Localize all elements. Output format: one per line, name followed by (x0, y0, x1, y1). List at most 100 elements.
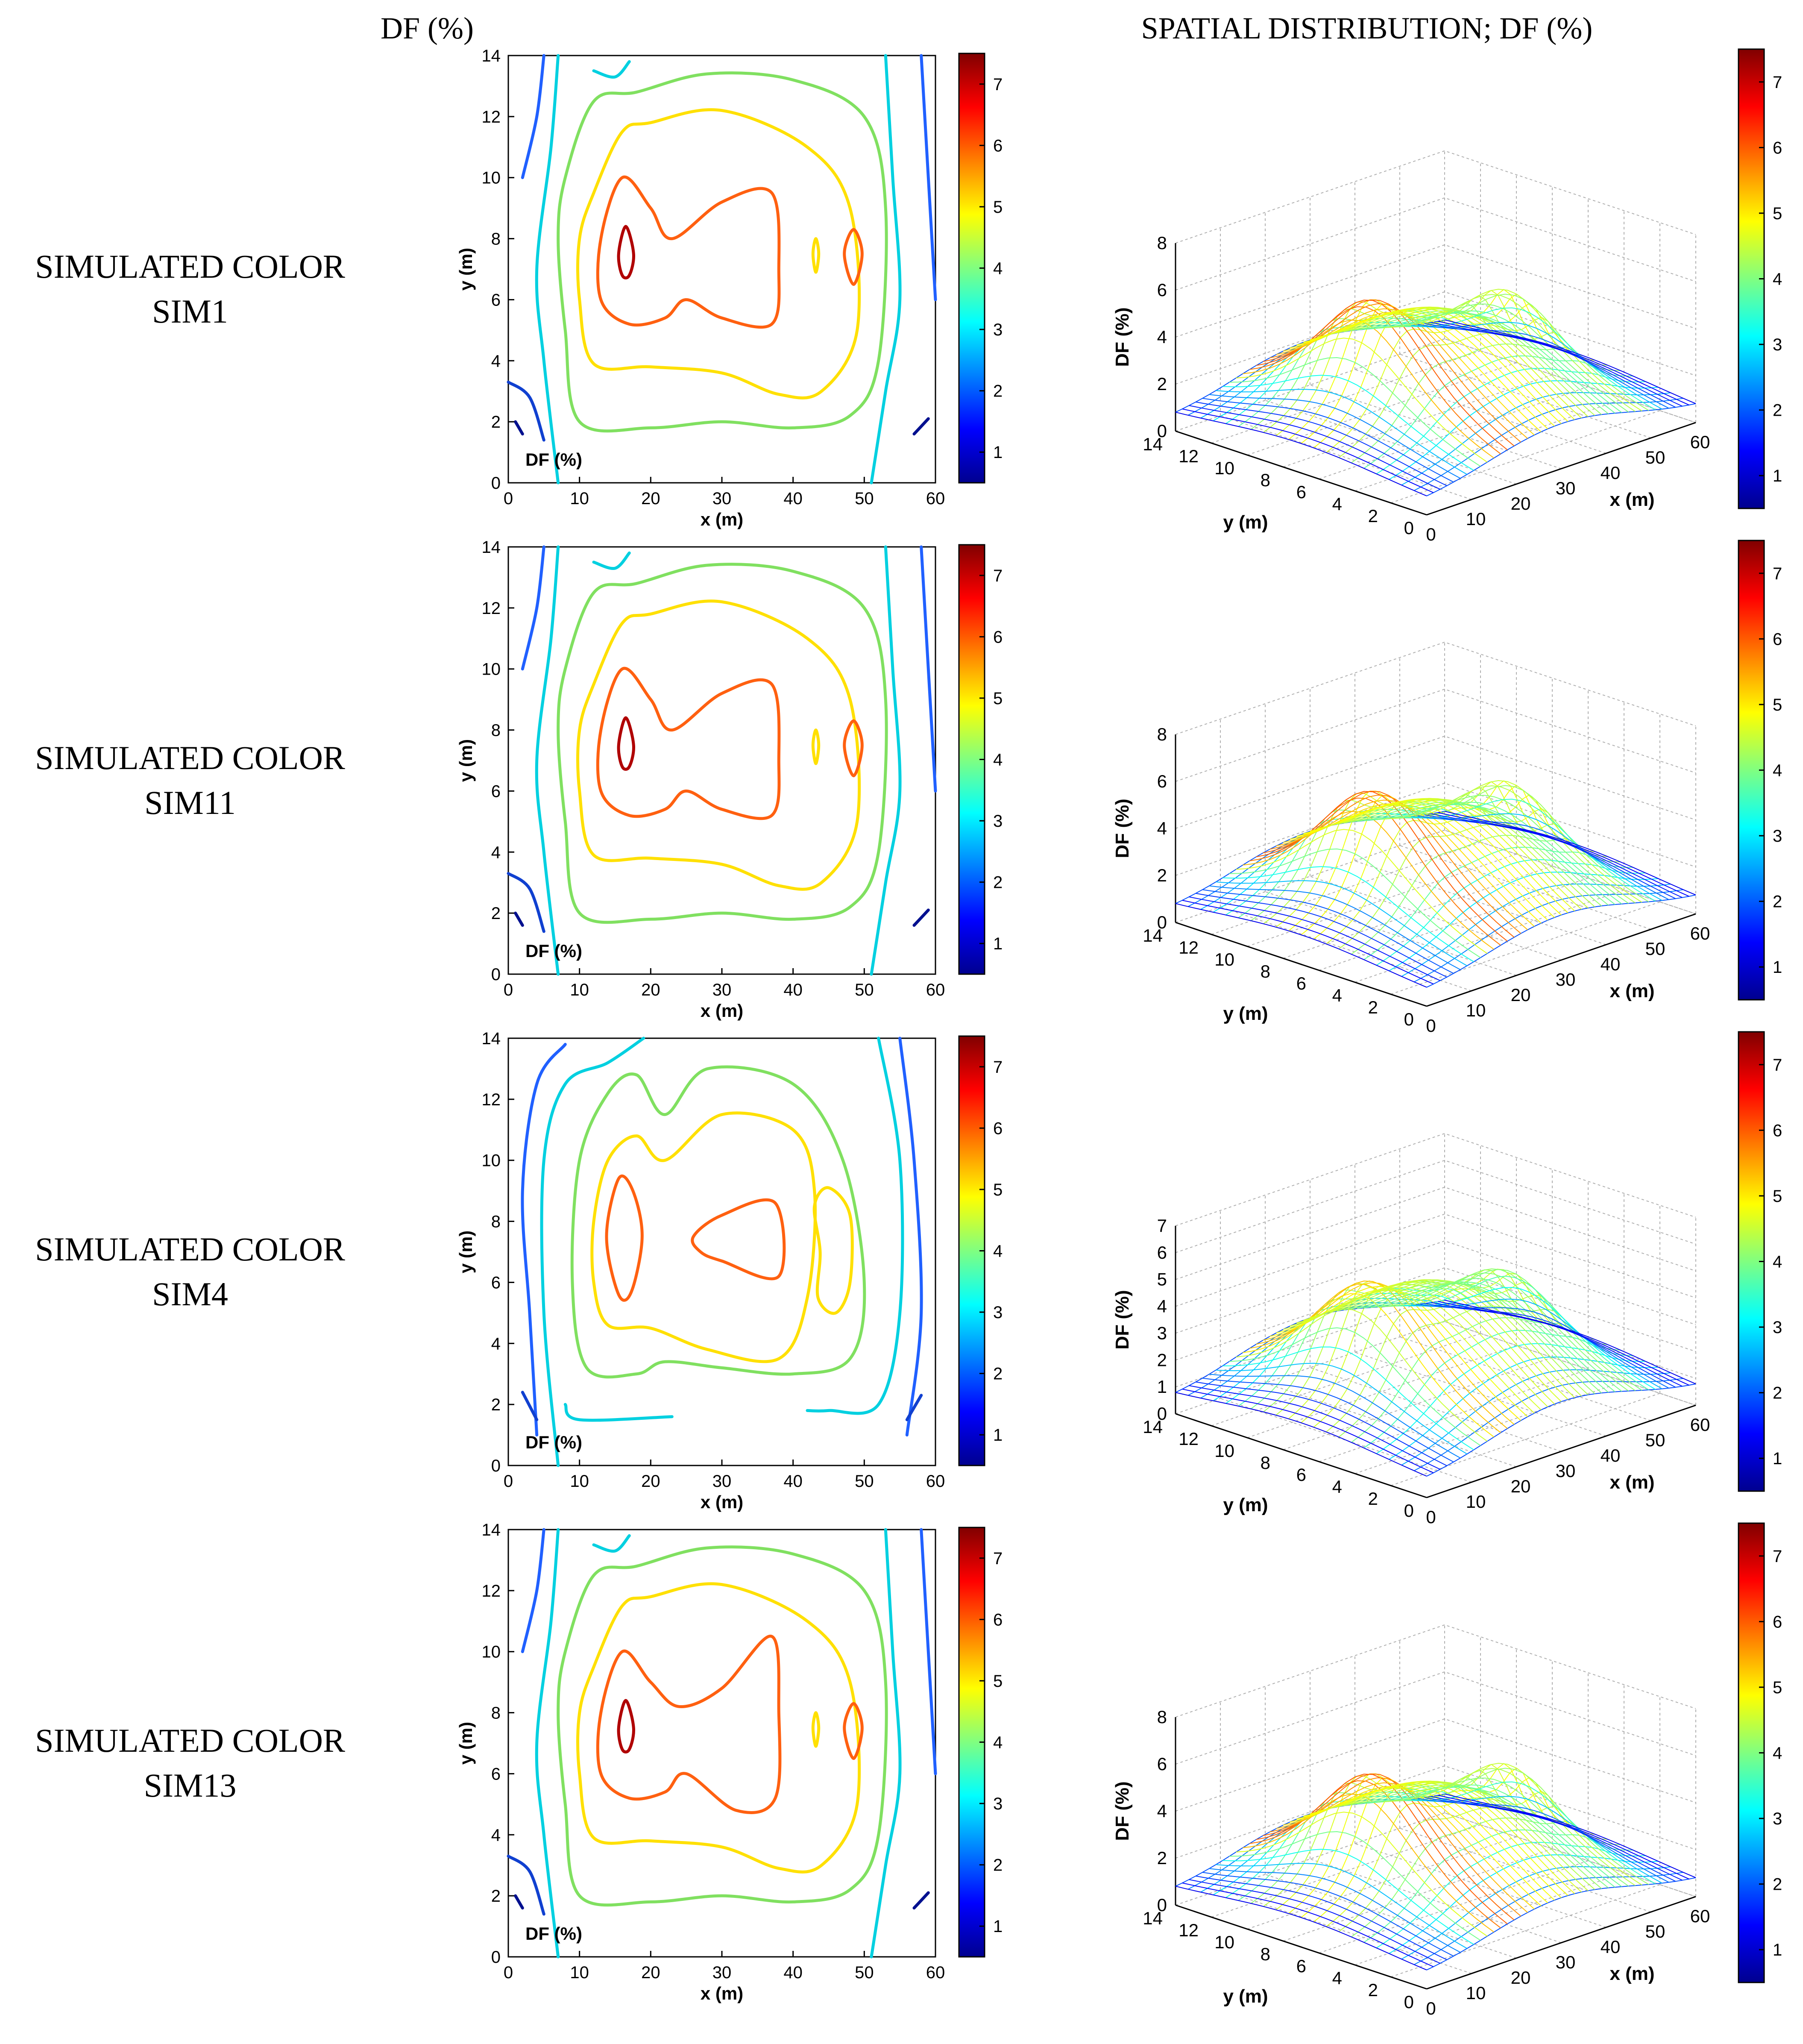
surface-mesh-line (1444, 811, 1696, 896)
surface-grid-line (1220, 907, 1472, 991)
contour-inset-label: DF (%) (525, 449, 582, 470)
surface-grid-line (1399, 1336, 1651, 1421)
surface-mesh-line (1370, 310, 1622, 413)
surface-panel-colorbar-tick-label: 7 (1773, 564, 1782, 583)
contour-line (535, 54, 560, 485)
surface-grid-line (1175, 1267, 1696, 1361)
surface-y-tick-label: 2 (1368, 506, 1378, 526)
surface-panel-colorbar-tick-label: 2 (1773, 893, 1782, 911)
contour-line (617, 1699, 635, 1753)
surface-panel-colorbar-tick-label: 1 (1773, 1449, 1782, 1468)
surface-y-tick-label: 8 (1261, 1944, 1270, 1964)
surface-y-axis-label: y (m) (1223, 1003, 1268, 1024)
surface-grid-line (1354, 1352, 1607, 1436)
surface-panel-colorbar-tick-label: 2 (1773, 1875, 1782, 1894)
surface-mesh-line (1404, 799, 1656, 902)
surface-x-tick-label: 20 (1511, 985, 1531, 1005)
surface-grid-line (1310, 385, 1562, 469)
surface-mesh-line (1236, 829, 1488, 954)
surface-z-tick-label: 0 (1157, 912, 1167, 932)
surface-mesh-line (1189, 405, 1440, 490)
contour-x-tick-label: 10 (570, 489, 589, 508)
contour-line (514, 911, 524, 927)
surface-grid-line (1283, 866, 1553, 959)
surface-x-tick-label: 30 (1556, 1461, 1576, 1481)
surface-mesh-line (1414, 1378, 1683, 1471)
row-label-line2: SIM11 (144, 784, 236, 821)
surface-mesh-line (1363, 312, 1615, 414)
surface-mesh-line (1363, 1786, 1615, 1888)
contour-x-tick-label: 30 (712, 1472, 732, 1491)
surface-grid-line (1175, 1624, 1696, 1718)
contour-x-axis-label: x (m) (701, 509, 743, 529)
contour-x-tick-label: 30 (712, 489, 732, 508)
surface-panel-colorbar-tick-label: 1 (1773, 1941, 1782, 1959)
surface-x-tick-label: 30 (1556, 478, 1576, 498)
contour-line (557, 563, 888, 924)
surface-panel-colorbar-tick-label: 7 (1773, 1547, 1782, 1566)
surface-grid-line (1310, 1367, 1562, 1452)
surface-panel-colorbar-tick-label: 5 (1773, 1678, 1782, 1697)
surface-mesh-line (1202, 889, 1454, 974)
surface-panel-colorbar-tick-label: 2 (1773, 401, 1782, 420)
surface-mesh-line (1216, 1863, 1468, 1949)
contour-line (843, 228, 864, 286)
surface-mesh-line (1209, 394, 1461, 479)
surface-x-axis-label: x (m) (1610, 1963, 1654, 1984)
surface-mesh-line (1376, 1343, 1646, 1454)
contour-x-tick-label: 40 (783, 489, 803, 508)
contour-line (521, 1528, 545, 1653)
surface-mesh-line (1411, 813, 1662, 901)
surface-mesh-line (1438, 1301, 1689, 1386)
surface-grid-line (1175, 244, 1696, 338)
surface-z-axis-label: DF (%) (1112, 1781, 1133, 1841)
contour-line (806, 1037, 904, 1415)
contour-y-axis-label: y (m) (456, 739, 476, 782)
surface-y-tick-label: 10 (1214, 1441, 1234, 1461)
contour-y-tick-label: 14 (482, 1029, 501, 1048)
surface-grid-line (1175, 829, 1696, 923)
contour-x-tick-label: 0 (504, 489, 513, 508)
contour-y-tick-label: 12 (482, 599, 501, 618)
surface-y-tick-label: 14 (1143, 434, 1163, 454)
surface-grid-line (1354, 1381, 1624, 1474)
contour-y-tick-label: 8 (491, 721, 501, 740)
surface-grid-line (1354, 890, 1624, 983)
surface-panel-colorbar-tick-label: 3 (1773, 1318, 1782, 1337)
surface-mesh-line (1223, 1849, 1474, 1945)
surface-x-tick-label: 10 (1466, 509, 1486, 529)
surface-mesh-line (1249, 306, 1501, 455)
surface-x-tick-label: 0 (1426, 1507, 1436, 1527)
contour-y-tick-label: 2 (491, 413, 501, 432)
contour-y-tick-label: 8 (491, 230, 501, 249)
contour-line (912, 908, 930, 927)
contour-colorbar-tick-label: 4 (993, 1242, 1003, 1261)
contour-x-tick-label: 20 (641, 1472, 660, 1491)
contour-colorbar-tick-label: 6 (993, 136, 1003, 155)
surface-z-tick-label: 6 (1157, 1754, 1167, 1774)
surface-mesh-line (1243, 1293, 1495, 1438)
surface-grid-line (1175, 688, 1696, 782)
contour-y-tick-label: 4 (491, 1826, 501, 1844)
contour-x-tick-label: 0 (504, 1472, 513, 1491)
surface-y-tick-label: 6 (1296, 1956, 1306, 1976)
contour-x-tick-label: 20 (641, 489, 660, 508)
surface-mesh-line (1316, 799, 1568, 913)
contour-line (905, 1394, 923, 1421)
surface-grid-line (1220, 415, 1472, 500)
surface-z-tick-label: 8 (1157, 724, 1167, 744)
contour-axes-frame (507, 55, 936, 484)
contour-x-axis-label: x (m) (701, 1001, 743, 1021)
surface-y-axis (1175, 1904, 1427, 1990)
contour-axes-frame (507, 546, 936, 975)
surface-mesh-line (1384, 785, 1636, 904)
surface-mesh-line (1411, 322, 1662, 410)
surface-mesh-line (1213, 1795, 1483, 1895)
contour-line (576, 1582, 861, 1874)
contour-x-tick-label: 50 (855, 1963, 874, 1982)
surface-x-tick-label: 0 (1426, 524, 1436, 544)
surface-grid-line (1319, 1860, 1589, 1953)
surface-mesh-line (1249, 1780, 1501, 1929)
contour-y-tick-label: 0 (491, 1457, 501, 1475)
